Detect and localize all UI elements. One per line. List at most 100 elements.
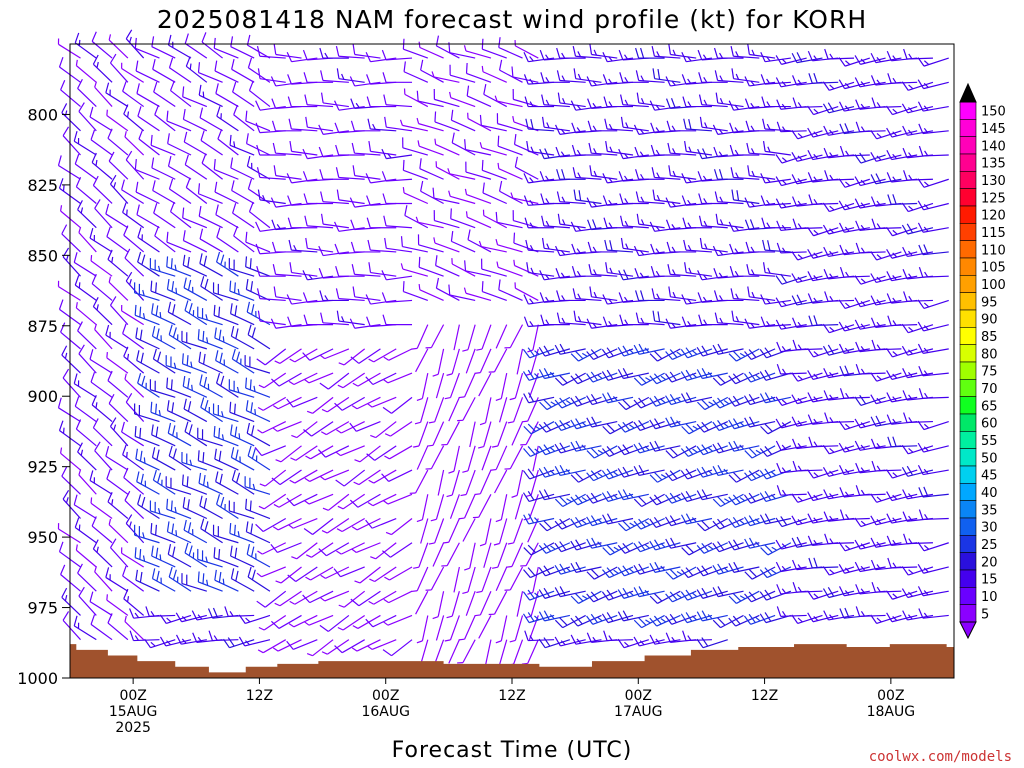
wind-barb [383, 590, 413, 604]
wind-barb [352, 372, 381, 387]
colorbar-swatch [959, 413, 977, 432]
colorbar-swatch [959, 171, 977, 189]
wind-barb [75, 302, 97, 326]
wind-barb [416, 117, 444, 132]
wind-barb [571, 144, 602, 156]
wind-barb [78, 586, 97, 616]
wind-barb [230, 447, 255, 471]
wind-barb [776, 242, 807, 254]
wind-barb [791, 493, 823, 503]
wind-barb [870, 129, 902, 140]
wind-barb [122, 565, 145, 592]
wind-barb [730, 288, 760, 302]
wind-barb [822, 102, 855, 114]
wind-barb [382, 614, 413, 626]
colorbar-swatch [959, 396, 977, 415]
wind-barb [792, 218, 823, 230]
wind-barb [288, 372, 318, 386]
wind-barb [257, 396, 287, 411]
wind-barb [108, 151, 129, 180]
wind-barb [337, 372, 366, 389]
wind-barb [335, 45, 365, 59]
wind-barb [775, 418, 807, 429]
wind-barb [570, 561, 602, 573]
wind-barb [917, 563, 949, 574]
wind-barb [697, 148, 728, 160]
wind-barb [696, 345, 728, 357]
wind-barb [149, 500, 176, 520]
wind-barb [478, 372, 492, 397]
wind-barb [441, 421, 460, 446]
wind-barb [365, 614, 397, 628]
wind-barb [917, 57, 949, 67]
wind-barb [382, 314, 413, 326]
wind-barb [633, 420, 665, 432]
wind-barb [399, 119, 428, 132]
wind-barb [166, 400, 192, 423]
wind-barb [683, 118, 712, 132]
wind-barb [229, 280, 255, 301]
wind-barb [382, 72, 413, 83]
wind-barb [808, 72, 839, 84]
wind-barb [133, 403, 160, 423]
wind-barb [78, 226, 97, 253]
wind-barb [570, 395, 602, 407]
wind-barb [776, 606, 807, 617]
wind-barb [302, 270, 334, 281]
wind-barb [123, 346, 145, 374]
wind-barb [168, 57, 192, 83]
wind-barb [854, 55, 886, 65]
wind-barb [287, 96, 318, 108]
wind-barb [413, 542, 429, 569]
wind-barb [304, 215, 334, 229]
wind-barb [121, 305, 144, 326]
wind-barb [185, 56, 208, 83]
wind-barb [807, 370, 839, 380]
wind-barb [166, 256, 192, 277]
wind-barb [272, 264, 302, 277]
wind-barb [420, 518, 429, 544]
wind-barb [838, 200, 870, 211]
wind-barb [604, 239, 634, 253]
wind-barb [498, 37, 523, 59]
wind-barb [256, 167, 286, 180]
wind-barb [257, 639, 287, 654]
wind-barb [136, 471, 160, 495]
wind-barb [337, 614, 366, 631]
wind-barb [712, 464, 744, 477]
wind-barb [823, 610, 855, 621]
wind-barb [238, 614, 271, 625]
wind-barb [61, 103, 81, 132]
colorbar-label: 115 [981, 226, 1006, 241]
wind-barb [286, 294, 318, 305]
wind-barb [467, 112, 492, 132]
wind-barb [570, 634, 602, 645]
wind-barb [60, 80, 81, 108]
wind-barb [602, 513, 634, 525]
wind-barb [369, 566, 397, 583]
wind-barb [57, 38, 81, 59]
wind-barb [570, 100, 602, 111]
wind-barb [199, 107, 223, 132]
wind-barb [232, 81, 255, 108]
colorbar-label: 65 [981, 399, 998, 414]
wind-barb [61, 466, 81, 495]
wind-barb [556, 70, 586, 83]
wind-barb [247, 324, 271, 350]
wind-barb [137, 494, 160, 520]
wind-barb [151, 545, 176, 568]
wind-barb [665, 416, 697, 428]
wind-barb [383, 215, 413, 229]
wind-barb [152, 348, 176, 374]
wind-barb [229, 401, 255, 423]
wind-barb [696, 587, 728, 599]
wind-barb [556, 191, 586, 205]
y-tick-label: 1000 [17, 669, 58, 688]
wind-barb [73, 373, 97, 398]
wind-barb [901, 566, 934, 576]
wind-barb [886, 590, 918, 600]
wind-barb [448, 639, 460, 664]
wind-barb [121, 421, 144, 447]
wind-barb [776, 485, 807, 496]
wind-barb [106, 109, 129, 132]
